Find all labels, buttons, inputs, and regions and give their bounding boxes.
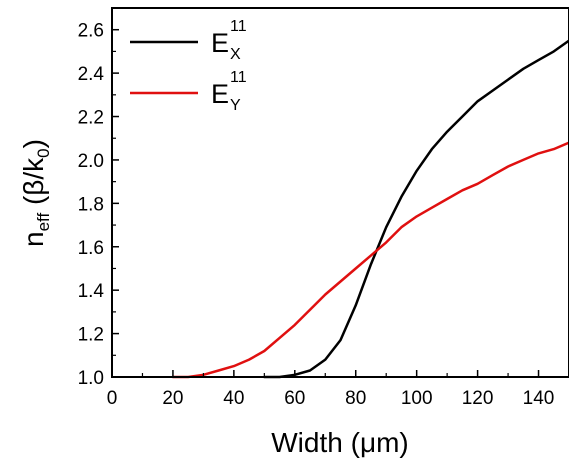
x-tick-label: 140	[523, 388, 555, 409]
y-tick-label: 2.0	[78, 151, 104, 172]
y-tick-label: 2.6	[78, 21, 104, 42]
y-tick-label: 1.4	[78, 281, 105, 302]
series-line-ey	[171, 141, 569, 379]
x-axis-title-rest: m)	[376, 427, 409, 458]
legend-label-sub: Y	[230, 97, 241, 114]
y-tick-label: 1.2	[78, 325, 104, 346]
y-axis-title-sub: eff	[34, 213, 53, 232]
y-tick-label: 2.2	[78, 108, 104, 129]
x-tick-label: 120	[462, 388, 494, 409]
x-axis-title-greek: μ	[360, 427, 376, 458]
plot-frame	[111, 7, 569, 378]
x-axis-title-main: Width (	[271, 427, 360, 458]
y-tick-label: 1.6	[78, 238, 104, 259]
y-axis-title-sub2: 0	[34, 148, 53, 157]
x-tick-label: 20	[162, 388, 183, 409]
y-axis-title-mid: (β/k	[18, 157, 49, 213]
ticks-layer: 0 20 40 60 80 100 120 140 1.0 1.2 1.4 1.6 1.8 2.0 2.2 2…	[78, 21, 555, 409]
series-line-ex	[263, 39, 569, 379]
x-axis-title: Width (μm)	[271, 427, 408, 458]
y-tick-label: 2.4	[78, 64, 105, 85]
x-tick-label: 100	[401, 388, 433, 409]
y-axis-title-close: )	[18, 139, 49, 148]
x-tick-label: 60	[284, 388, 305, 409]
axis-titles: Width (μm)neff (β/k0)	[18, 139, 409, 458]
legend-label-base: E	[211, 79, 229, 109]
x-tick-label: 40	[223, 388, 244, 409]
y-tick-label: 1.8	[78, 194, 104, 215]
legend-label-base: E	[211, 28, 229, 58]
legend-label-sup: 11	[230, 18, 247, 35]
y-axis-title: neff (β/k0)	[18, 139, 53, 247]
y-axis-title-n: n	[18, 231, 49, 247]
x-tick-label: 0	[107, 388, 118, 409]
legend-label-sup: 11	[230, 69, 247, 86]
legend-label-sub: X	[230, 46, 241, 63]
series-layer	[171, 39, 569, 379]
y-tick-label: 1.0	[78, 368, 104, 389]
x-tick-label: 80	[345, 388, 366, 409]
